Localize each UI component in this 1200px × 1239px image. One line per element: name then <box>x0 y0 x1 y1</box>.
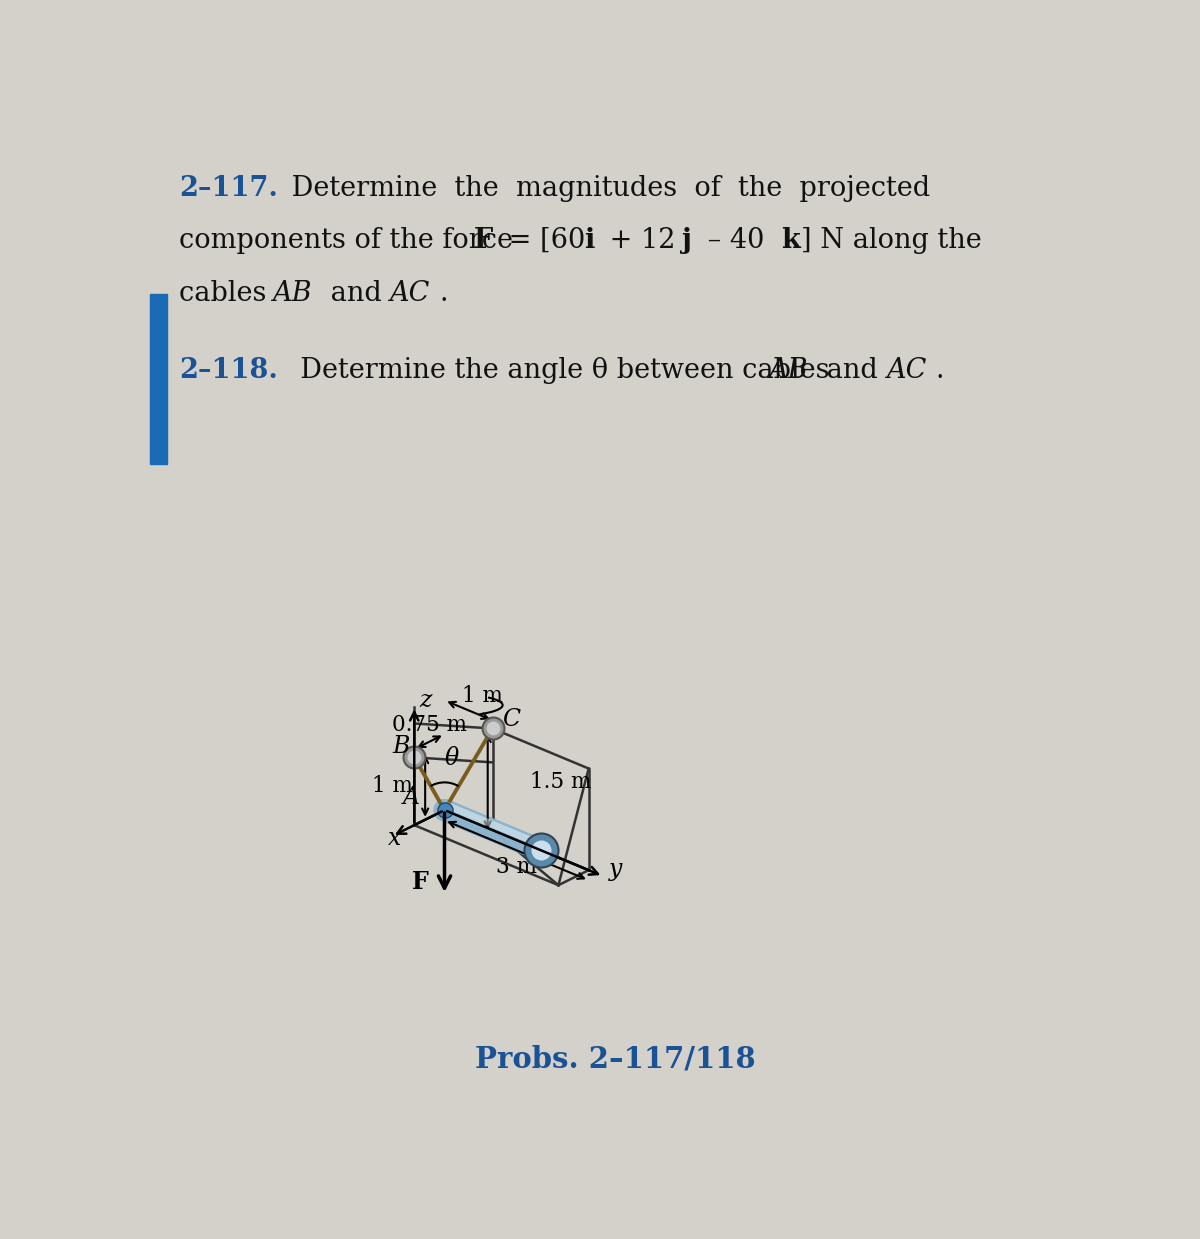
Text: i: i <box>584 227 594 254</box>
Text: AB: AB <box>271 280 311 306</box>
Text: and: and <box>322 280 390 306</box>
Text: AC: AC <box>887 357 926 384</box>
Text: .: . <box>439 280 448 306</box>
Text: .: . <box>935 357 943 384</box>
Text: ] N along the: ] N along the <box>802 227 982 254</box>
Text: components of the force: components of the force <box>180 227 522 254</box>
Text: 2–117.: 2–117. <box>180 175 278 202</box>
Point <box>404 747 424 767</box>
Text: B: B <box>392 735 410 758</box>
Text: F: F <box>474 227 493 254</box>
Text: Probs. 2–117/118: Probs. 2–117/118 <box>475 1044 755 1073</box>
Text: = [60: = [60 <box>500 227 586 254</box>
Text: 2–118.: 2–118. <box>180 357 278 384</box>
Point <box>532 840 551 860</box>
Text: C: C <box>502 709 520 731</box>
Text: x: x <box>389 828 402 850</box>
Text: 1 m: 1 m <box>372 774 413 797</box>
Text: cables: cables <box>180 280 276 306</box>
Text: Determine the angle θ between cables: Determine the angle θ between cables <box>283 357 839 384</box>
Text: F: F <box>412 870 428 893</box>
Text: – 40: – 40 <box>700 227 764 254</box>
Text: + 12: + 12 <box>601 227 676 254</box>
Text: Determine  the  magnitudes  of  the  projected: Determine the magnitudes of the projecte… <box>283 175 930 202</box>
Text: AB: AB <box>768 357 808 384</box>
Point <box>482 719 502 738</box>
Point <box>404 747 424 767</box>
Text: 0.75 m: 0.75 m <box>392 714 467 736</box>
Text: 3 m: 3 m <box>496 856 538 878</box>
Point <box>434 800 454 820</box>
Text: k: k <box>781 227 799 254</box>
Text: AC: AC <box>389 280 430 306</box>
Text: A: A <box>403 786 420 809</box>
Text: z: z <box>420 689 432 711</box>
Text: y: y <box>610 859 623 881</box>
Text: and: and <box>818 357 887 384</box>
Point <box>482 719 502 738</box>
Text: 1 m: 1 m <box>462 685 503 707</box>
Text: 1.5 m: 1.5 m <box>530 771 592 793</box>
Point <box>532 840 551 860</box>
Text: j: j <box>683 227 692 254</box>
Text: θ: θ <box>445 747 460 771</box>
Bar <box>150 294 167 463</box>
